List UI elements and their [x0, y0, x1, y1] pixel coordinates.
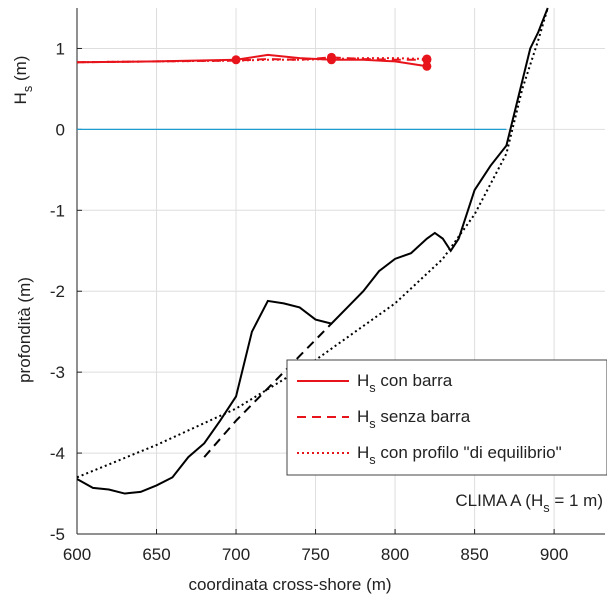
- hs-line: [76, 57, 427, 64]
- profile-line: [76, 7, 549, 479]
- legend-label-part: senza barra: [376, 407, 471, 426]
- annotation: CLIMA A (Hs = 1 m): [455, 491, 603, 515]
- y-tick-label: 0: [56, 120, 65, 139]
- hs-marker: [326, 52, 336, 62]
- hs-marker: [422, 61, 432, 71]
- annotation-part: = 1 m): [550, 491, 603, 510]
- y-tick-label: -2: [50, 282, 65, 301]
- legend-label-part: s: [369, 380, 375, 395]
- annotation-part: s: [543, 500, 549, 515]
- x-tick-label: 750: [301, 545, 329, 564]
- legend-label-part: H: [357, 407, 369, 426]
- y-axis-label-top-part: H: [11, 92, 30, 104]
- y-tick-label: -4: [50, 444, 65, 463]
- legend-label-part: H: [357, 443, 369, 462]
- legend-label-part: con barra: [376, 371, 453, 390]
- legend-label-part: H: [357, 371, 369, 390]
- legend-label: Hs con barra: [357, 371, 453, 395]
- y-tick-label: -5: [50, 525, 65, 544]
- legend-label-part: s: [369, 452, 375, 467]
- y-tick-label: -3: [50, 363, 65, 382]
- hs-marker: [422, 54, 432, 64]
- x-tick-label: 600: [63, 545, 91, 564]
- profile-line: [76, 7, 549, 495]
- y-axis-label-top-part: (m): [11, 56, 30, 86]
- legend-label-part: s: [369, 416, 375, 431]
- legend-label-part: con profilo "di equilibrio": [376, 443, 562, 462]
- hs-line: [76, 53, 428, 68]
- annotation-part: CLIMA A (H: [455, 491, 543, 510]
- x-tick-label: 800: [381, 545, 409, 564]
- y-axis-label-top-part: s: [20, 86, 35, 92]
- x-tick-label: 850: [460, 545, 488, 564]
- y-tick-label: 1: [56, 39, 65, 58]
- y-tick-label: -1: [50, 201, 65, 220]
- legend-label: Hs senza barra: [357, 407, 471, 431]
- y-axis-label-top: Hs (m): [11, 56, 35, 105]
- y-axis-label: profondità (m): [15, 277, 34, 383]
- legend-label: Hs con profilo "di equilibrio": [357, 443, 562, 467]
- legend-box: [286, 359, 607, 476]
- x-tick-label: 900: [540, 545, 568, 564]
- hs-marker: [231, 55, 241, 65]
- x-axis-label: coordinata cross-shore (m): [188, 575, 391, 594]
- x-tick-label: 650: [142, 545, 170, 564]
- x-tick-label: 700: [222, 545, 250, 564]
